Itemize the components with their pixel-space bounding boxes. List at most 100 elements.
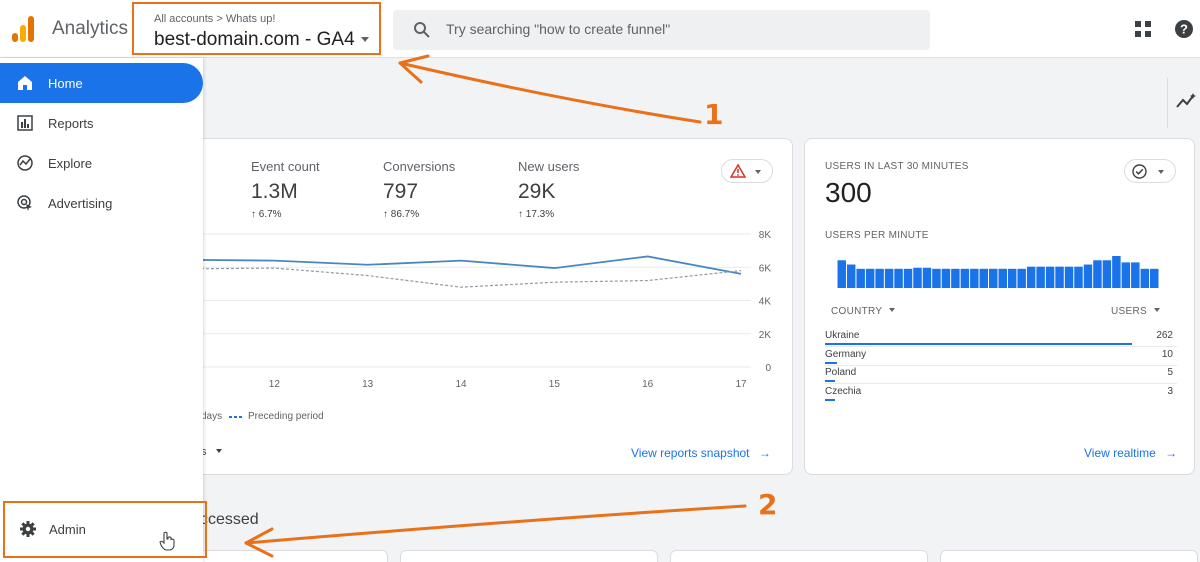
annotation-number-1: 1	[704, 98, 724, 131]
per-minute-bar[interactable]	[1102, 260, 1112, 288]
per-minute-bar[interactable]	[856, 268, 865, 288]
sidebar-item-admin[interactable]: Admin	[9, 509, 199, 551]
table-row[interactable]: Germany 10	[825, 347, 1177, 366]
metric-value: 797	[383, 180, 419, 203]
sidebar-item-reports[interactable]: Reports	[0, 103, 203, 143]
per-minute-bar[interactable]	[865, 268, 875, 288]
metric-value: 29K	[518, 180, 556, 203]
country-column-header[interactable]: COUNTRY	[831, 306, 896, 317]
x-tick-label: 12	[269, 379, 281, 390]
per-minute-bar[interactable]	[1121, 262, 1131, 288]
per-minute-bar[interactable]	[970, 268, 979, 288]
per-minute-bar[interactable]	[989, 268, 998, 288]
warning-icon	[730, 164, 746, 178]
date-range-label: s	[201, 446, 207, 458]
per-minute-bar[interactable]	[884, 268, 894, 288]
property-name: best-domain.com - GA4	[154, 29, 369, 51]
share-bar	[825, 399, 835, 401]
metric-conversions[interactable]: Conversions 797 ↑ 86.7%	[383, 159, 455, 220]
table-row[interactable]: Ukraine 262	[825, 328, 1177, 347]
sidebar-item-label: Advertising	[48, 196, 113, 211]
per-minute-bar[interactable]	[1036, 266, 1045, 288]
overview-line-chart: 8K 6K 4K 2K 0 12 13 14 15 16 17	[180, 230, 771, 390]
share-bar	[825, 343, 1133, 345]
recent-card[interactable]	[400, 550, 658, 562]
sidebar-item-home[interactable]: Home	[0, 63, 203, 103]
series-line-preceding	[180, 267, 742, 288]
per-minute-bar[interactable]	[1064, 266, 1074, 288]
country-users: 5	[1167, 367, 1173, 378]
recent-card[interactable]	[670, 550, 928, 562]
view-reports-snapshot-link[interactable]: View reports snapshot →	[631, 446, 771, 460]
per-minute-bar[interactable]	[960, 268, 970, 288]
per-minute-bar[interactable]	[1045, 266, 1055, 288]
view-realtime-link[interactable]: View realtime →	[1084, 446, 1177, 460]
check-circle-icon	[1132, 164, 1147, 179]
per-minute-bar[interactable]	[1007, 268, 1017, 288]
per-minute-bar[interactable]	[1140, 268, 1150, 288]
overview-card: Event count 1.3M ↑ 6.7% Conversions 797 …	[150, 138, 793, 475]
account-selector[interactable]: All accounts > Whats up! best-domain.com…	[132, 2, 381, 55]
per-minute-bar[interactable]	[932, 268, 941, 288]
realtime-status-dropdown[interactable]	[1124, 159, 1176, 183]
sidebar-item-explore[interactable]: Explore	[0, 143, 203, 183]
arrow-up-icon: ↑	[518, 209, 523, 220]
per-minute-bar[interactable]	[1083, 264, 1093, 288]
column-label: COUNTRY	[831, 306, 883, 317]
per-minute-bar[interactable]	[1026, 266, 1036, 288]
insights-icon[interactable]	[1175, 92, 1197, 110]
per-minute-bar[interactable]	[998, 268, 1007, 288]
property-name-text: best-domain.com - GA4	[154, 29, 355, 50]
per-minute-bar[interactable]	[903, 268, 913, 288]
per-minute-bar[interactable]	[1055, 266, 1064, 288]
sidebar-item-advertising[interactable]: Advertising	[0, 183, 203, 223]
date-range-dropdown[interactable]: s	[201, 446, 222, 458]
help-icon[interactable]: ?	[1174, 19, 1194, 39]
account-child: Whats up!	[225, 13, 276, 25]
per-minute-bar[interactable]	[846, 264, 856, 288]
per-minute-bar[interactable]	[1017, 268, 1026, 288]
analytics-logo-icon[interactable]	[12, 16, 36, 42]
per-minute-bar[interactable]	[1150, 268, 1159, 288]
users-column-header[interactable]: USERS	[1111, 306, 1161, 317]
metric-label: Event count	[251, 159, 320, 174]
chevron-down-icon	[215, 449, 222, 453]
recent-card[interactable]	[940, 550, 1198, 562]
metric-new-users[interactable]: New users 29K ↑ 17.3%	[518, 159, 579, 220]
country-name: Czechia	[825, 386, 862, 397]
sidebar-item-label: Reports	[48, 116, 94, 131]
per-minute-bar[interactable]	[1093, 260, 1102, 288]
country-name: Ukraine	[825, 330, 860, 341]
per-minute-bar[interactable]	[951, 268, 960, 288]
users-per-minute-chart	[837, 256, 1159, 288]
per-minute-bar[interactable]	[941, 268, 951, 288]
metric-change-value: 17.3%	[525, 209, 555, 220]
svg-text:?: ?	[1180, 22, 1188, 37]
navigation-drawer: Home Reports Explore Advertising	[0, 58, 207, 562]
per-minute-bar[interactable]	[837, 260, 846, 288]
x-tick-label: 17	[735, 379, 747, 390]
link-label: View reports snapshot	[631, 446, 750, 460]
metric-event-count[interactable]: Event count 1.3M ↑ 6.7%	[251, 159, 320, 220]
table-row[interactable]: Czechia 3	[825, 384, 1177, 403]
country-name: Germany	[825, 349, 867, 360]
metric-change: ↑ 17.3%	[518, 209, 579, 220]
per-minute-bar[interactable]	[894, 268, 903, 288]
per-minute-bar[interactable]	[1112, 256, 1121, 288]
apps-grid-icon[interactable]	[1135, 21, 1151, 37]
link-label: View realtime	[1084, 446, 1156, 460]
per-minute-bar[interactable]	[979, 268, 989, 288]
table-row[interactable]: Poland 5	[825, 365, 1177, 384]
per-minute-bar[interactable]	[913, 267, 922, 288]
per-minute-bar[interactable]	[922, 267, 932, 288]
search-icon	[414, 22, 430, 38]
per-minute-bar[interactable]	[1131, 262, 1140, 288]
admin-highlight: Admin	[3, 501, 207, 558]
search-bar[interactable]: Try searching "how to create funnel"	[393, 10, 930, 50]
per-minute-bar[interactable]	[1074, 266, 1083, 288]
country-users: 10	[1161, 349, 1173, 360]
per-minute-bar[interactable]	[875, 268, 884, 288]
chevron-down-icon	[1158, 170, 1164, 174]
metric-value: 1.3M	[251, 180, 298, 203]
alerts-dropdown-button[interactable]	[721, 159, 773, 183]
